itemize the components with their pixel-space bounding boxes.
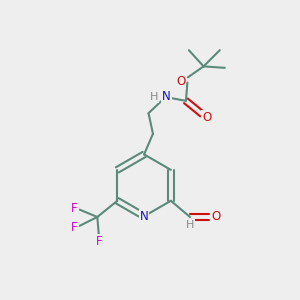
Text: F: F — [95, 235, 102, 248]
Text: H: H — [186, 220, 194, 230]
Text: N: N — [162, 91, 171, 103]
Text: O: O — [176, 76, 185, 88]
Text: H: H — [150, 92, 159, 102]
Text: O: O — [202, 111, 211, 124]
Text: F: F — [71, 221, 78, 234]
Text: F: F — [71, 202, 78, 215]
Text: O: O — [211, 211, 220, 224]
Text: N: N — [140, 210, 148, 223]
